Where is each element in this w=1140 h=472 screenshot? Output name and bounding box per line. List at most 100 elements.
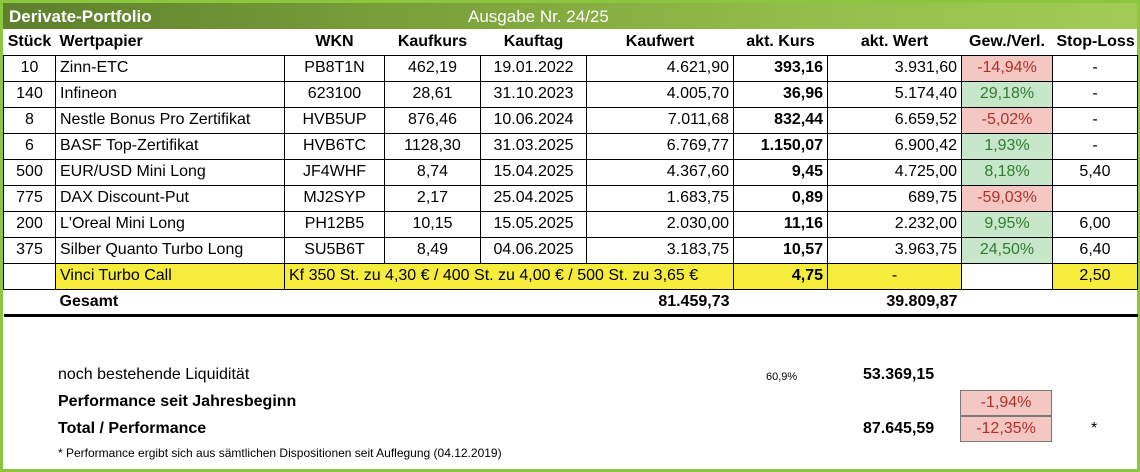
cell-stop-loss: 5,40 — [1052, 158, 1138, 186]
cell-akt-kurs: 9,45 — [733, 158, 828, 186]
cell-kaufkurs: 1128,30 — [384, 132, 481, 160]
col-kaufkurs: Kaufkurs — [384, 29, 481, 56]
cell-name: Vinci Turbo Call — [55, 262, 285, 290]
cell-akt-wert: 6.900,42 — [827, 132, 962, 160]
cell-wkn: MJ2SYP — [284, 184, 385, 212]
cell-stueck: 375 — [3, 236, 56, 264]
title-bar: Derivate-Portfolio Ausgabe Nr. 24/25 — [3, 3, 1137, 29]
ytd-performance-label: Performance seit Jahresbeginn — [58, 393, 297, 410]
table-row: 10 Zinn-ETC PB8T1N 462,19 19.01.2022 4.621,90… — [3, 54, 1138, 82]
cell-gew-verl: -59,03% — [961, 184, 1053, 212]
col-kauftag: Kauftag — [480, 29, 587, 56]
col-wkn: WKN — [284, 29, 385, 56]
footnote-marker: * — [1091, 420, 1098, 437]
cell-kaufwert: 3.183,75 — [586, 236, 734, 264]
cell-akt-kurs: 1.150,07 — [733, 132, 828, 160]
col-wertpapier: Wertpapier — [55, 29, 285, 56]
table-header: Stück Wertpapier WKN Kaufkurs Kauftag Ka… — [3, 29, 1138, 56]
cell-wkn: PH12B5 — [284, 210, 385, 238]
cell-wkn: HVB5UP — [284, 106, 385, 134]
cell-akt-kurs: 11,16 — [733, 210, 828, 238]
table-row: 140 Infineon 623100 28,61 31.10.2023 4.005,70… — [3, 80, 1138, 108]
cell-gew-verl: 24,50% — [961, 236, 1053, 264]
cell-stueck: 140 — [3, 80, 56, 108]
total-performance-percent: -12,35% — [960, 416, 1052, 442]
cell-gew-verl — [961, 262, 1053, 290]
cell-kaufkurs: 462,19 — [384, 54, 481, 82]
table-row: 6 BASF Top-Zertifikat HVB6TC 1128,30 31.03.2… — [3, 132, 1138, 160]
col-kaufwert: Kaufwert — [586, 29, 734, 56]
table-row: 500 EUR/USD Mini Long JF4WHF 8,74 15.04.2025… — [3, 158, 1138, 186]
cell-stop-loss: - — [1052, 54, 1138, 82]
cell-kaufkurs: 876,46 — [384, 106, 481, 134]
cell-akt-wert: 5.174,40 — [827, 80, 962, 108]
cell-akt-kurs: 0,89 — [733, 184, 828, 212]
cell-gew-verl: 9,95% — [961, 210, 1053, 238]
liquidity-value: 53.369,15 — [863, 366, 935, 383]
issue-number: Ausgabe Nr. 24/25 — [468, 7, 609, 26]
cell-akt-wert: 689,75 — [827, 184, 962, 212]
cell-name: EUR/USD Mini Long — [55, 158, 285, 186]
cell-stop-loss — [1052, 184, 1138, 212]
cell-wkn: JF4WHF — [284, 158, 385, 186]
table-row-vinci: Vinci Turbo Call Kf 350 St. zu 4,30 € / … — [3, 262, 1138, 290]
cell-stueck: 200 — [3, 210, 56, 238]
cell-gew-verl: 29,18% — [961, 80, 1053, 108]
cell-akt-kurs: 832,44 — [733, 106, 828, 134]
footnote: * Performance ergibt sich aus sämtlichen… — [58, 446, 502, 460]
cell-empty — [384, 289, 481, 317]
cell-kauftag: 10.06.2024 — [480, 106, 587, 134]
cell-stop-loss: 6,40 — [1052, 236, 1138, 264]
cell-kaufwert: 2.030,00 — [586, 210, 734, 238]
cell-kaufwert: 1.683,75 — [586, 184, 734, 212]
col-stueck: Stück — [3, 29, 56, 56]
cell-kaufkurs: 2,17 — [384, 184, 481, 212]
cell-akt-kurs: 393,16 — [733, 54, 828, 82]
cell-wkn: PB8T1N — [284, 54, 385, 82]
ytd-performance-value: -1,94% — [960, 390, 1052, 416]
cell-gew-verl: -5,02% — [961, 106, 1053, 134]
cell-wkn: SU5B6T — [284, 236, 385, 264]
table-row: 200 L'Oreal Mini Long PH12B5 10,15 15.05.202… — [3, 210, 1138, 238]
cell-akt-wert: 4.725,00 — [827, 158, 962, 186]
portfolio-table: Stück Wertpapier WKN Kaufkurs Kauftag Ka… — [3, 29, 1138, 317]
cell-kaufkurs: 8,74 — [384, 158, 481, 186]
summary-section: noch bestehende Liquidität 60,9% 53.369,… — [3, 338, 1137, 469]
cell-akt-wert: 6.659,52 — [827, 106, 962, 134]
cell-kauftag: 15.04.2025 — [480, 158, 587, 186]
table-row: 775 DAX Discount-Put MJ2SYP 2,17 25.04.2025 1… — [3, 184, 1138, 212]
cell-stop-loss: - — [1052, 132, 1138, 160]
cell-name: Silber Quanto Turbo Long — [55, 236, 285, 264]
cell-name: Zinn-ETC — [55, 54, 285, 82]
cell-kauftag: 25.04.2025 — [480, 184, 587, 212]
cell-akt-wert: 3.963,75 — [827, 236, 962, 264]
cell-stueck: 775 — [3, 184, 56, 212]
total-row: Gesamt 81.459,73 39.809,87 — [3, 289, 1138, 317]
cell-stueck: 6 — [3, 132, 56, 160]
cell-wkn: 623100 — [284, 80, 385, 108]
table-row: 375 Silber Quanto Turbo Long SU5B6T 8,49 04.… — [3, 236, 1138, 264]
cell-empty — [480, 289, 587, 317]
portfolio-title: Derivate-Portfolio — [9, 7, 152, 26]
cell-kauftag: 19.01.2022 — [480, 54, 587, 82]
cell-gew-verl: -14,94% — [961, 54, 1053, 82]
cell-stop-loss: 6,00 — [1052, 210, 1138, 238]
cell-empty — [3, 289, 56, 317]
cell-name: DAX Discount-Put — [55, 184, 285, 212]
liquidity-label: noch bestehende Liquidität — [58, 366, 250, 383]
liquidity-percent: 60,9% — [766, 371, 798, 383]
cell-kauftag: 31.03.2025 — [480, 132, 587, 160]
total-performance-value: 87.645,59 — [863, 420, 935, 437]
cell-stueck: 8 — [3, 106, 56, 134]
cell-name: L'Oreal Mini Long — [55, 210, 285, 238]
cell-kauftag: 15.05.2025 — [480, 210, 587, 238]
cell-kaufwert: 4.367,60 — [586, 158, 734, 186]
cell-kauftag: 31.10.2023 — [480, 80, 587, 108]
cell-kauftag: 04.06.2025 — [480, 236, 587, 264]
cell-akt-wert: 3.931,60 — [827, 54, 962, 82]
cell-orders: Kf 350 St. zu 4,30 € / 400 St. zu 4,00 €… — [284, 262, 734, 290]
cell-name: Nestle Bonus Pro Zertifikat — [55, 106, 285, 134]
total-akt-wert: 39.809,87 — [827, 289, 962, 317]
cell-name: BASF Top-Zertifikat — [55, 132, 285, 160]
